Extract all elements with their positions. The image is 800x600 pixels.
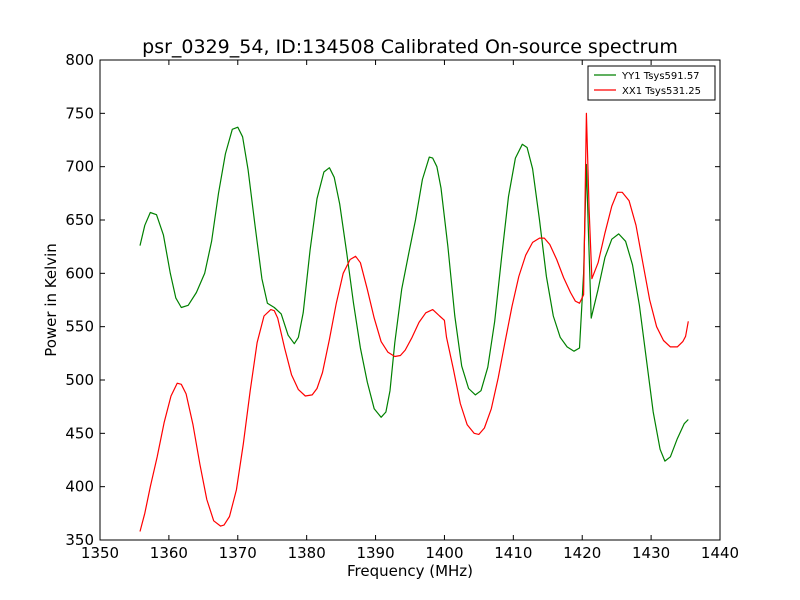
y-axis-title: Power in Kelvin [42,243,60,357]
y-tick-label: 400 [65,478,94,496]
x-tick-label: 1360 [150,544,188,562]
legend-box [587,65,716,101]
chart-title: psr_0329_54, ID:134508 Calibrated On-sou… [142,36,678,58]
x-axis: 1350 1360 1370 1380 1390 1400 1410 1420 1430 1440 [81,60,739,562]
x-tick-label: 1410 [494,544,532,562]
x-tick-label: 1400 [425,544,463,562]
y-tick-label: 350 [65,531,94,549]
x-tick-label: 1390 [356,544,394,562]
x-axis-title: Frequency (MHz) [347,562,473,580]
y-tick-label: 450 [65,424,94,442]
x-tick-label: 1350 [81,544,119,562]
series-layer [139,112,689,532]
legend-label-0: YY1 Tsys591.57 [621,71,700,82]
x-tick-label: 1420 [563,544,601,562]
y-tick-label: 500 [65,371,94,389]
y-tick-label: 750 [65,104,94,122]
series-line-1 [139,112,689,532]
series-line-0 [139,126,689,462]
x-tick-label: 1440 [701,544,739,562]
y-tick-label: 700 [65,158,94,176]
plot-frame [99,59,721,541]
x-tick-label: 1430 [632,544,670,562]
y-tick-label: 600 [65,264,94,282]
y-tick-label: 550 [65,318,94,336]
x-tick-label: 1370 [219,544,257,562]
y-tick-label: 650 [65,211,94,229]
legend-label-1: XX1 Tsys531.25 [622,86,701,97]
legend: YY1 Tsys591.57 XX1 Tsys531.25 [587,65,716,101]
y-tick-label: 800 [65,51,94,69]
x-tick-label: 1380 [288,544,326,562]
y-axis: 350 400 450 500 550 600 650 700 750 800 [65,51,720,549]
